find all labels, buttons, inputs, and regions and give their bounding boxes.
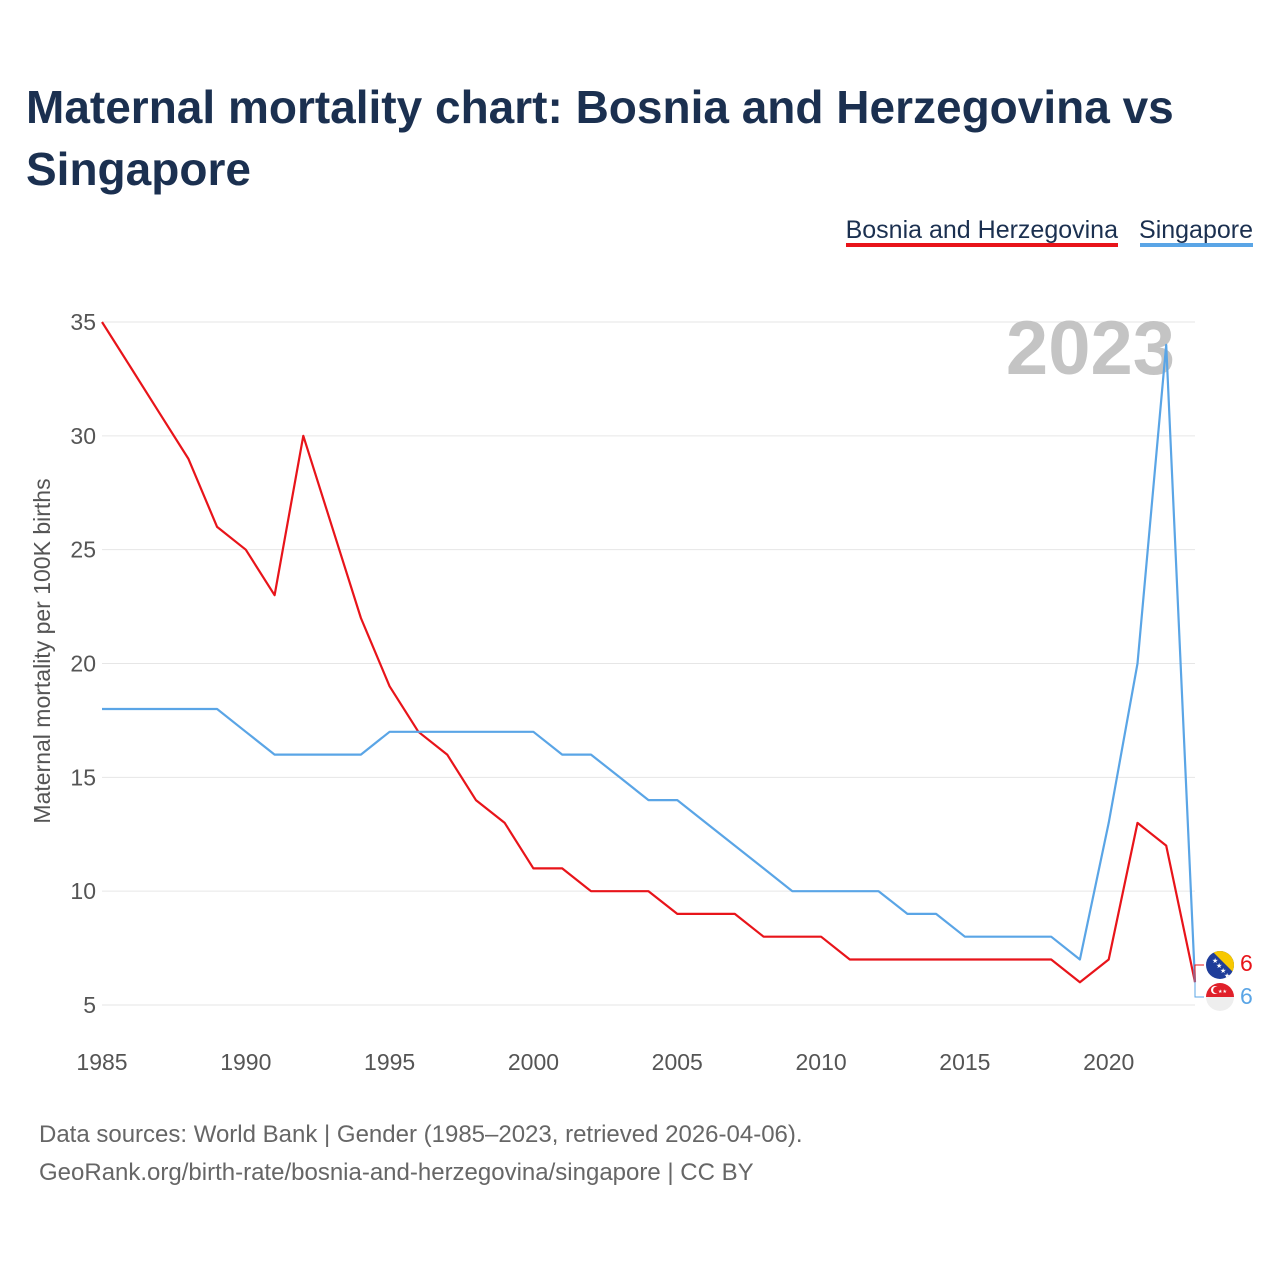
x-tick-label-2020: 2020 xyxy=(1083,1049,1134,1075)
grid xyxy=(102,321,1195,1006)
singapore-flag-icon: ★★ xyxy=(1206,983,1234,1011)
end-value-bosnia: 6 xyxy=(1240,950,1253,976)
x-tick-label-1990: 1990 xyxy=(220,1049,271,1075)
footer: Data sources: World Bank | Gender (1985–… xyxy=(39,1116,803,1192)
chart-title: Maternal mortality chart: Bosnia and Her… xyxy=(26,81,1174,195)
y-tick-label-25: 25 xyxy=(70,537,96,563)
y-axis-title: Maternal mortality per 100K births xyxy=(29,478,55,823)
y-tick-label-20: 20 xyxy=(70,651,96,677)
series-layer xyxy=(101,321,1197,984)
end-markers: ★ ★ ★ ★ ★★ 6 6 xyxy=(1194,950,1253,1011)
y-tick-label-15: 15 xyxy=(70,764,96,790)
series-line-bosnia[interactable] xyxy=(101,321,1197,984)
svg-text:★★: ★★ xyxy=(1218,989,1227,995)
legend-label-bosnia: Bosnia and Herzegovina xyxy=(846,216,1118,244)
legend-item-singapore[interactable]: Singapore xyxy=(1139,216,1253,247)
y-tick-label-10: 10 xyxy=(70,878,96,904)
legend-item-bosnia[interactable]: Bosnia and Herzegovina xyxy=(846,216,1118,247)
y-tick-label-5: 5 xyxy=(83,992,96,1018)
legend: Bosnia and Herzegovina Singapore xyxy=(846,216,1253,247)
x-tick-label-2005: 2005 xyxy=(652,1049,703,1075)
leader-line-bosnia xyxy=(1194,964,1204,983)
svg-text:★: ★ xyxy=(1224,972,1230,980)
x-tick-label-2000: 2000 xyxy=(508,1049,559,1075)
y-axis-ticks: 5 10 15 20 25 30 35 xyxy=(70,309,96,1018)
bosnia-flag-icon: ★ ★ ★ ★ xyxy=(1206,951,1234,980)
y-tick-label-30: 30 xyxy=(70,423,96,449)
svg-text:★: ★ xyxy=(1212,957,1218,965)
legend-label-singapore: Singapore xyxy=(1139,216,1253,244)
svg-text:★: ★ xyxy=(1220,967,1226,975)
x-tick-label-1985: 1985 xyxy=(76,1049,127,1075)
current-year-label: 2023 xyxy=(1006,306,1175,391)
legend-swatch-bosnia xyxy=(846,243,1118,247)
x-tick-label-2010: 2010 xyxy=(795,1049,846,1075)
leader-line-singapore xyxy=(1194,982,1204,998)
source-url-text[interactable]: GeoRank.org/birth-rate/bosnia-and-herzeg… xyxy=(39,1159,754,1186)
end-value-singapore: 6 xyxy=(1240,983,1253,1009)
data-source-text: Data sources: World Bank | Gender (1985–… xyxy=(39,1121,803,1148)
svg-text:★: ★ xyxy=(1216,962,1222,970)
series-line-singapore[interactable] xyxy=(102,343,1197,983)
x-tick-label-2015: 2015 xyxy=(939,1049,990,1075)
y-tick-label-35: 35 xyxy=(70,309,96,335)
x-axis-ticks: 1985 1990 1995 2000 2005 2010 2015 2020 xyxy=(76,1049,1134,1075)
legend-swatch-singapore xyxy=(1140,243,1253,247)
x-tick-label-1995: 1995 xyxy=(364,1049,415,1075)
